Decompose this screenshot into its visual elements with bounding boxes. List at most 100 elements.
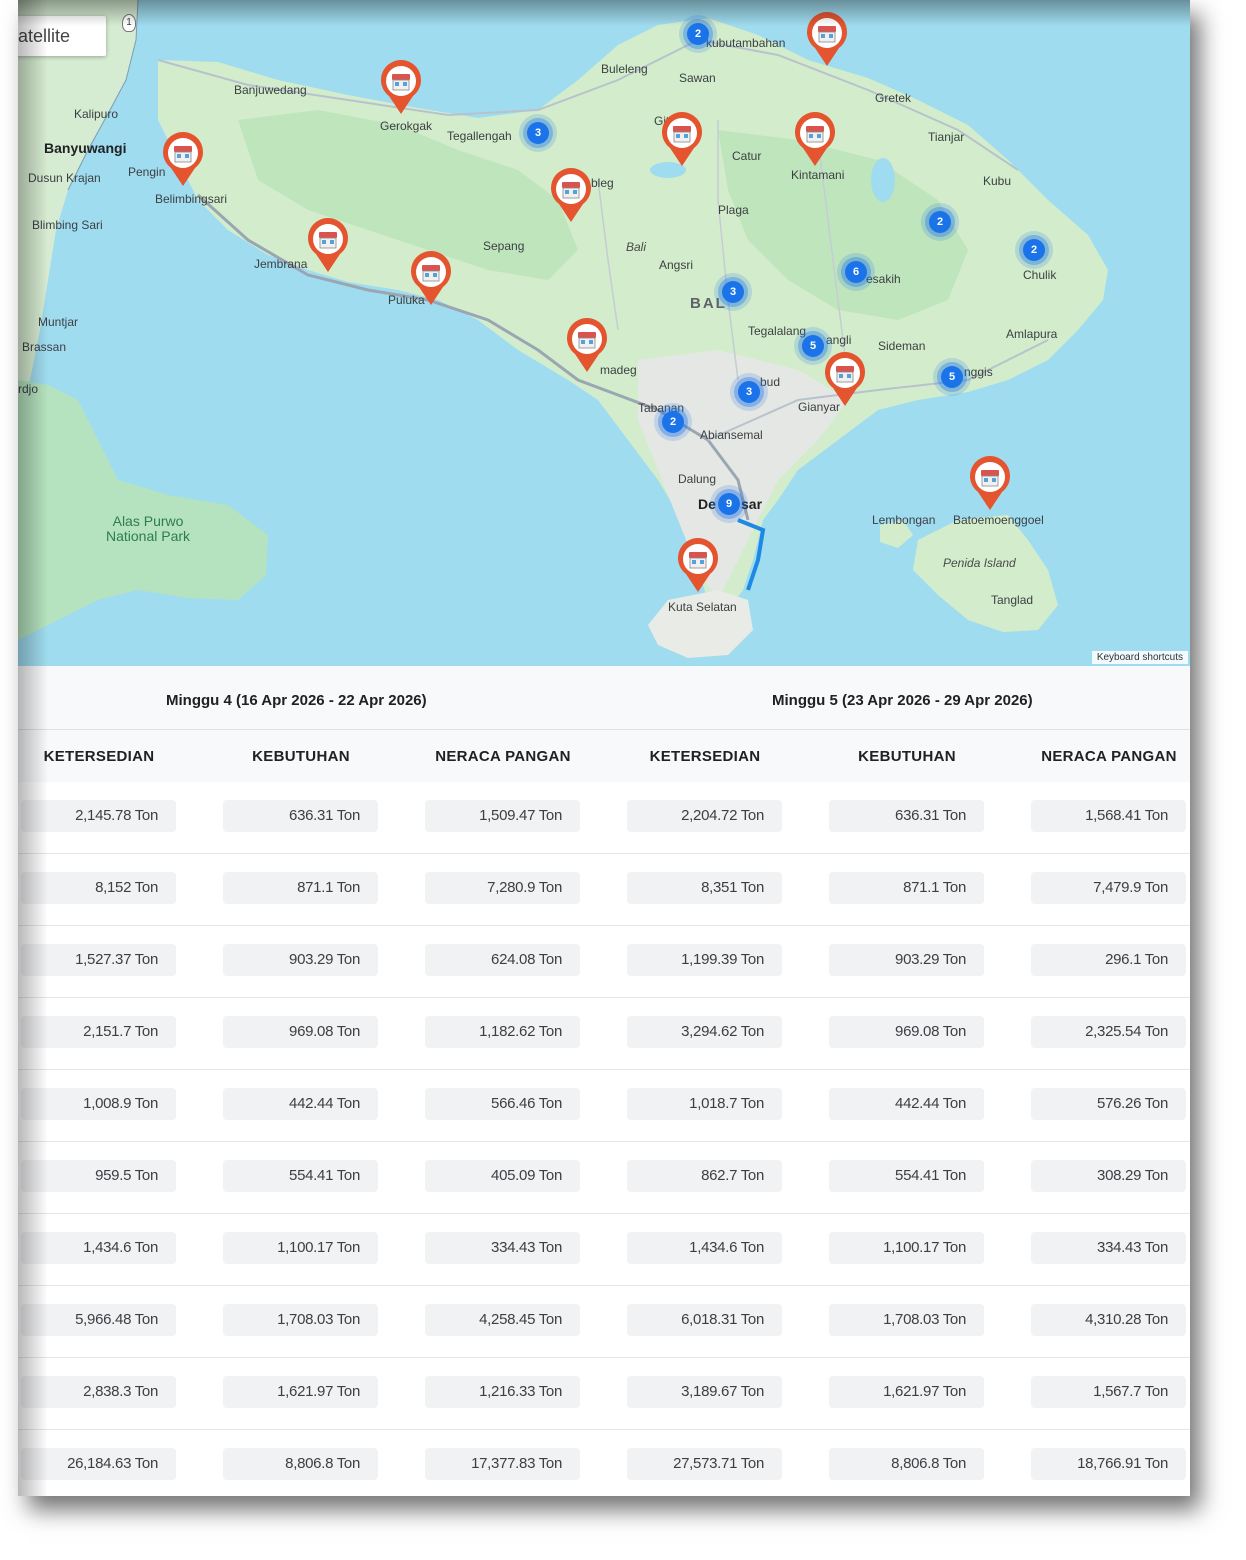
store-marker-icon[interactable] — [805, 12, 849, 68]
cell-ketersedian-w5: 862.7 Ton — [627, 1160, 782, 1192]
map-label-gerokgak: Gerokgak — [380, 119, 433, 133]
store-marker-icon[interactable] — [306, 218, 350, 274]
cell-kebutuhan-w4: 1,100.17 Ton — [223, 1232, 378, 1264]
column-header-ketersedian: KETERSEDIAN — [649, 748, 761, 765]
cell-kebutuhan-w4: 1,708.03 Ton — [223, 1304, 378, 1336]
map-label-kalipuro: Kalipuro — [74, 107, 119, 121]
cell-neraca-pangan-w4: 405.09 Ton — [425, 1160, 580, 1192]
cluster-marker[interactable]: 2 — [687, 23, 709, 45]
store-marker-icon[interactable] — [565, 318, 609, 374]
cell-ketersedian-w4: 2,151.7 Ton — [21, 1016, 176, 1048]
cell-ketersedian-w4: 1,527.37 Ton — [21, 944, 176, 976]
map-label-lembongan: Lembongan — [872, 513, 936, 527]
cell-kebutuhan-w4: 8,806.8 Ton — [223, 1448, 378, 1480]
cell-ketersedian-w5: 1,199.39 Ton — [627, 944, 782, 976]
store-marker-icon[interactable] — [549, 168, 593, 224]
store-marker-icon[interactable] — [161, 132, 205, 188]
cell-neraca-pangan-w5: 7,479.9 Ton — [1031, 872, 1186, 904]
cluster-marker[interactable]: 6 — [845, 261, 867, 283]
store-marker-icon[interactable] — [379, 60, 423, 116]
cluster-marker[interactable]: 9 — [718, 493, 740, 515]
map-label-penida-island: Penida Island — [943, 556, 1016, 570]
table-row: 959.5 Ton 554.41 Ton 405.09 Ton 862.7 Ton 55… — [18, 1142, 1190, 1214]
cell-ketersedian-w5: 6,018.31 Ton — [627, 1304, 782, 1336]
cell-ketersedian-w4: 2,145.78 Ton — [21, 800, 176, 832]
cell-kebutuhan-w4: 636.31 Ton — [223, 800, 378, 832]
map-label-kintamani: Kintamani — [791, 168, 845, 182]
map-label-denpasar-2: sar — [741, 496, 763, 512]
map-label-gretek: Gretek — [875, 91, 912, 105]
cell-ketersedian-w5: 8,351 Ton — [627, 872, 782, 904]
map-label-dusun-krajan: Dusun Krajan — [28, 171, 101, 185]
map-label-bleg: bleg — [591, 176, 614, 190]
cell-kebutuhan-w4: 871.1 Ton — [223, 872, 378, 904]
map-label-puluka: Puluka — [388, 293, 425, 307]
cluster-marker[interactable]: 3 — [722, 281, 744, 303]
map-label-tegallengah: Tegallengah — [447, 129, 512, 143]
cell-kebutuhan-w5: 871.1 Ton — [829, 872, 984, 904]
map-label-amlapura: Amlapura — [1006, 327, 1058, 341]
store-marker-icon[interactable] — [793, 112, 837, 168]
cell-neraca-pangan-w5: 334.43 Ton — [1031, 1232, 1186, 1264]
map-label-jembrana: Jembrana — [254, 257, 308, 271]
cell-kebutuhan-w5: 442.44 Ton — [829, 1088, 984, 1120]
store-marker-icon[interactable] — [660, 112, 704, 168]
map-label-ubud: bud — [760, 375, 781, 389]
cell-ketersedian-w5: 1,434.6 Ton — [627, 1232, 782, 1264]
food-balance-table: Minggu 4 (16 Apr 2026 - 22 Apr 2026) Min… — [18, 666, 1190, 1496]
cluster-marker[interactable]: 5 — [941, 366, 963, 388]
week-4-title: Minggu 4 (16 Apr 2026 - 22 Apr 2026) — [166, 692, 427, 709]
cell-ketersedian-w5: 27,573.71 Ton — [627, 1448, 782, 1480]
cluster-marker[interactable]: 2 — [662, 411, 684, 433]
table-row: 1,434.6 Ton 1,100.17 Ton 334.43 Ton 1,434.6… — [18, 1214, 1190, 1286]
map-label-besakih: esakih — [866, 272, 901, 286]
cell-neraca-pangan-w4: 1,509.47 Ton — [425, 800, 580, 832]
cell-kebutuhan-w4: 1,621.97 Ton — [223, 1376, 378, 1408]
cell-kebutuhan-w4: 442.44 Ton — [223, 1088, 378, 1120]
map-label-brassan: Brassan — [22, 340, 67, 354]
cell-kebutuhan-w5: 1,708.03 Ton — [829, 1304, 984, 1336]
cell-kebutuhan-w4: 903.29 Ton — [223, 944, 378, 976]
store-marker-icon[interactable] — [968, 456, 1012, 512]
map-label-buleleng: Buleleng — [601, 62, 648, 76]
cell-neraca-pangan-w5: 1,567.7 Ton — [1031, 1376, 1186, 1408]
map-label-belimbingsari: Belimbingsari — [155, 192, 228, 206]
map-view[interactable]: atellite 1 Banyuwangi Kalipuro Dusun Kra… — [18, 0, 1190, 666]
map-label-alas-purwo: Alas Purwo National Park — [106, 514, 190, 544]
cluster-marker[interactable]: 5 — [802, 335, 824, 357]
table-row: 1,008.9 Ton 442.44 Ton 566.46 Ton 1,018.7 T… — [18, 1070, 1190, 1142]
cell-kebutuhan-w5: 903.29 Ton — [829, 944, 984, 976]
satellite-toggle-button[interactable]: atellite — [18, 16, 106, 56]
map-label-manggis: nggis — [964, 365, 993, 379]
cell-kebutuhan-w4: 554.41 Ton — [223, 1160, 378, 1192]
column-header-kebutuhan: KEBUTUHAN — [858, 748, 956, 765]
cell-neraca-pangan-w5: 308.29 Ton — [1031, 1160, 1186, 1192]
store-marker-icon[interactable] — [409, 251, 453, 307]
map-label-gianyar: Gianyar — [798, 400, 841, 414]
cell-neraca-pangan-w4: 1,216.33 Ton — [425, 1376, 580, 1408]
column-header-row: KETERSEDIAN KEBUTUHAN NERACA PANGAN KETE… — [18, 730, 1190, 782]
cell-kebutuhan-w5: 636.31 Ton — [829, 800, 984, 832]
table-row: 26,184.63 Ton 8,806.8 Ton 17,377.83 Ton 27,… — [18, 1430, 1190, 1496]
map-label-banyuwangi: Banyuwangi — [44, 140, 127, 156]
map-label-selemadeg: madeg — [600, 363, 637, 377]
cell-neraca-pangan-w4: 566.46 Ton — [425, 1088, 580, 1120]
cell-kebutuhan-w5: 1,100.17 Ton — [829, 1232, 984, 1264]
cell-kebutuhan-w5: 8,806.8 Ton — [829, 1448, 984, 1480]
cluster-marker[interactable]: 2 — [929, 211, 951, 233]
map-label-sepang: Sepang — [483, 239, 525, 253]
cluster-marker[interactable]: 3 — [527, 122, 549, 144]
cluster-marker[interactable]: 3 — [738, 381, 760, 403]
store-marker-icon[interactable] — [676, 538, 720, 594]
keyboard-shortcuts-link[interactable]: Keyboard shortcuts — [1091, 651, 1188, 664]
table-row: 1,527.37 Ton 903.29 Ton 624.08 Ton 1,199.39… — [18, 926, 1190, 998]
cell-ketersedian-w4: 2,838.3 Ton — [21, 1376, 176, 1408]
map-label-sideman: Sideman — [878, 339, 926, 353]
cluster-marker[interactable]: 2 — [1023, 239, 1045, 261]
table-row: 2,838.3 Ton 1,621.97 Ton 1,216.33 Ton 3,189… — [18, 1358, 1190, 1430]
store-marker-icon[interactable] — [823, 352, 867, 408]
cell-ketersedian-w5: 3,294.62 Ton — [627, 1016, 782, 1048]
map-label-bali-italic: Bali — [626, 240, 647, 254]
week-header-row: Minggu 4 (16 Apr 2026 - 22 Apr 2026) Min… — [18, 666, 1190, 730]
cell-neraca-pangan-w4: 624.08 Ton — [425, 944, 580, 976]
